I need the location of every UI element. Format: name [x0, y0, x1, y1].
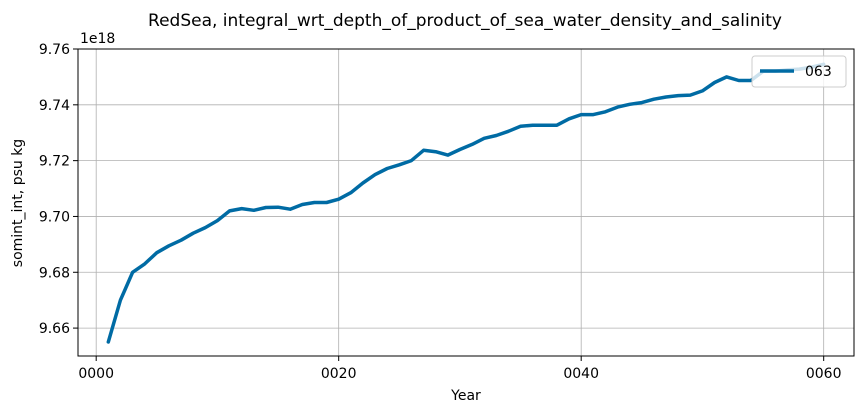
grid-lines: [78, 48, 854, 356]
y-tick-label: 9.72: [39, 154, 70, 170]
x-tick-label: 0020: [321, 366, 357, 382]
y-axis: 9.66 9.68 9.70 9.72 9.74 9.76: [39, 42, 78, 337]
y-tick-label: 9.66: [39, 321, 70, 337]
plot-area-frame: [77, 48, 855, 357]
x-axis: 0000 0020 0040 0060: [78, 356, 842, 382]
x-axis-label: Year: [450, 388, 481, 404]
y-tick-label: 9.70: [39, 209, 70, 225]
legend-box: [751, 55, 847, 88]
legend-label-063: 063: [805, 64, 832, 80]
x-tick-label: 0040: [563, 366, 599, 382]
y-tick-label: 9.74: [39, 98, 70, 114]
series-layer: [106, 62, 826, 344]
y-tick-label: 9.68: [39, 265, 70, 281]
series-line-063: [106, 62, 826, 344]
x-tick-label: 0060: [806, 366, 842, 382]
y-tick-label: 9.76: [39, 42, 70, 58]
y-offset-label: 1e18: [80, 31, 115, 47]
legend: 063: [751, 55, 847, 88]
y-axis-label: somint_int, psu kg: [10, 139, 26, 267]
chart-title: RedSea, integral_wrt_depth_of_product_of…: [148, 11, 782, 31]
x-tick-label: 0000: [78, 366, 114, 382]
